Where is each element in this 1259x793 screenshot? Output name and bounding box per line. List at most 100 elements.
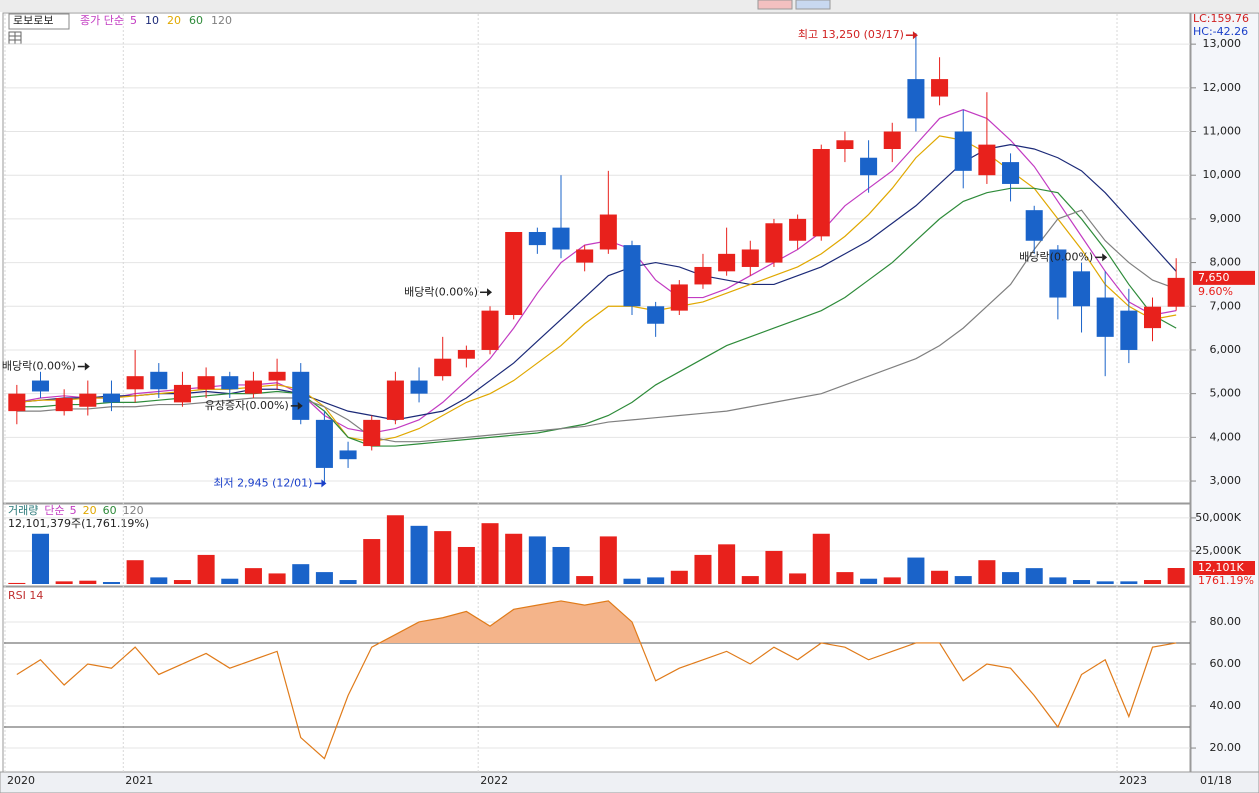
annotation: 유상증자(0.00%) — [205, 399, 289, 412]
volume-bar — [102, 582, 120, 584]
volume-bar — [197, 554, 215, 584]
volume-tag-label: 12,101K — [1198, 561, 1244, 574]
volume-bar — [954, 576, 972, 584]
volume-bar — [883, 577, 901, 584]
candle-body — [457, 349, 475, 359]
volume-tag — [1193, 561, 1255, 576]
annotation-arrowhead — [321, 479, 327, 488]
volume-bar — [1073, 580, 1091, 584]
annotation: 배당락(0.00%) — [404, 285, 478, 298]
candle-body — [931, 79, 949, 97]
annotation-arrowhead — [84, 362, 90, 371]
candle-body — [268, 371, 286, 381]
volume-bar — [789, 573, 807, 584]
rsi-title: RSI 14 — [8, 589, 43, 602]
y-tick-label: 40.00 — [1210, 699, 1242, 712]
volume-bar — [434, 531, 452, 584]
volume-bar — [907, 557, 925, 584]
volume-bar — [1025, 568, 1043, 584]
symbol: 로보로보 — [13, 14, 53, 27]
legend-entry: 5 — [130, 14, 137, 27]
price-tag — [1193, 270, 1255, 285]
candle-body — [670, 284, 688, 311]
candle-body — [150, 371, 168, 390]
volume-bar — [836, 572, 854, 584]
y-tick-label: 12,000 — [1203, 81, 1242, 94]
volume-bar — [339, 580, 357, 584]
candle-body — [978, 144, 996, 176]
candle-body — [173, 384, 191, 403]
candle-body — [599, 214, 617, 250]
candle-body — [907, 79, 925, 119]
y-tick-label: 8,000 — [1210, 256, 1242, 269]
y-tick-label: 80.00 — [1210, 615, 1242, 628]
candle-body — [197, 376, 215, 390]
annotation-arrowhead — [1102, 253, 1108, 262]
volume-bar — [363, 539, 381, 584]
volume-bar — [410, 525, 428, 584]
volume-bar — [1096, 581, 1114, 584]
candle-body — [765, 223, 783, 263]
y-tick-label: 11,000 — [1203, 125, 1242, 138]
volume-bar — [931, 570, 949, 584]
volume-bar — [505, 533, 523, 584]
volume-bar — [694, 554, 712, 584]
candle-body — [623, 245, 641, 307]
volume-bar — [812, 533, 830, 584]
y-tick-label: 4,000 — [1210, 430, 1242, 443]
sell-button[interactable] — [795, 0, 831, 10]
volume-bar — [1002, 572, 1020, 584]
hc-label: HC:-42.26 — [1193, 25, 1248, 38]
volume-bar — [1143, 580, 1162, 584]
candle-body — [647, 306, 665, 324]
y-tick-label: 6,000 — [1210, 343, 1242, 356]
volume-summary: 12,101,379주(1,761.19%) — [8, 517, 149, 530]
volume-bar — [1167, 568, 1185, 584]
candle-body — [386, 380, 404, 420]
volume-bar — [670, 570, 688, 584]
y-tick-label: 25,000K — [1195, 544, 1241, 557]
candle-body — [741, 249, 759, 267]
candle-body — [1167, 277, 1185, 307]
volume-bar — [481, 523, 499, 584]
legend-entry: 5 — [70, 504, 77, 517]
candle-body — [434, 358, 452, 377]
indicator-label: 단순 — [44, 504, 64, 517]
legend-entry: 20 — [83, 504, 97, 517]
candle-body — [339, 450, 357, 460]
volume-bar — [860, 578, 878, 584]
volume-bar — [457, 546, 475, 584]
volume-bar — [79, 580, 97, 584]
symbol-box[interactable] — [8, 13, 70, 30]
candle-body — [836, 140, 854, 149]
candle-body — [812, 148, 830, 237]
annotation-arrowhead — [297, 401, 303, 410]
candle-body — [31, 380, 50, 392]
legend-entry: 10 — [145, 14, 159, 27]
annotation: 배당락(0.00%) — [2, 360, 76, 373]
candle-body — [718, 253, 736, 272]
volume-bar — [221, 578, 239, 584]
volume-bar — [1120, 581, 1138, 584]
annotation-arrowhead — [912, 31, 918, 40]
x-tick-label: 2023 — [1119, 774, 1147, 787]
price-panel — [2, 12, 1191, 504]
candle-body — [481, 310, 499, 350]
x-tick-label: 2020 — [7, 774, 35, 787]
volume-bar — [150, 577, 168, 584]
candle-body — [79, 393, 97, 407]
end-date: 01/18 — [1200, 774, 1232, 787]
y-tick-label: 50,000K — [1195, 511, 1241, 524]
candle-body — [1096, 297, 1114, 337]
volume-bar — [765, 550, 783, 584]
buy-button[interactable] — [757, 0, 793, 10]
volume-title: 거래량 — [8, 504, 38, 517]
candle-body — [860, 157, 878, 176]
rsi-line — [16, 600, 1177, 760]
x-tick-label: 2021 — [125, 774, 153, 787]
candle-body — [789, 218, 807, 241]
volume-bar — [292, 564, 310, 584]
y-tick-label: 5,000 — [1210, 387, 1242, 400]
candle-body — [694, 266, 712, 285]
